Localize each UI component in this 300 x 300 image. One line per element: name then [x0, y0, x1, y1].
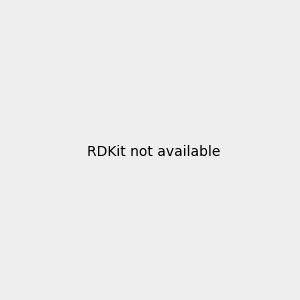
Text: RDKit not available: RDKit not available — [87, 145, 220, 158]
